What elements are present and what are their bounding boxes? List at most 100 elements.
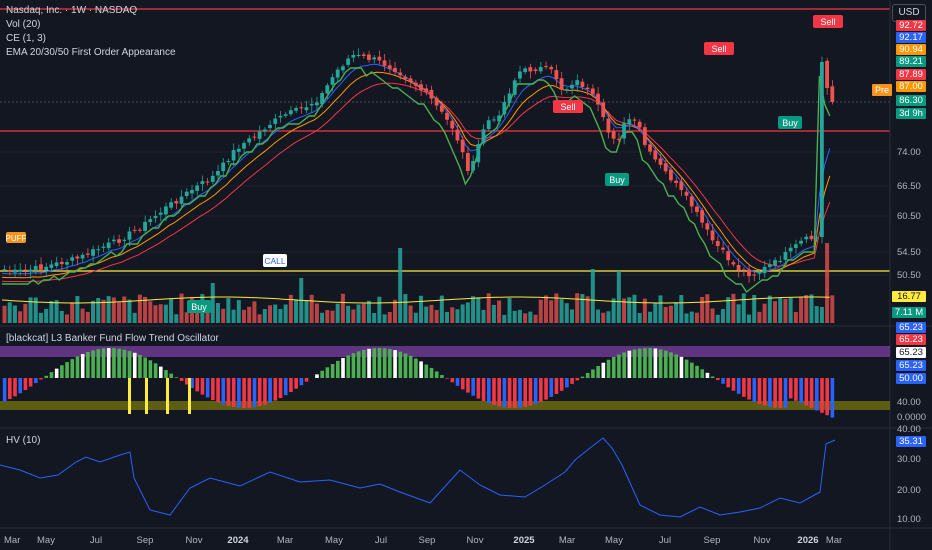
oscillator-bar — [372, 348, 377, 378]
oscillator-legend[interactable]: [blackcat] L3 Banker Fund Flow Trend Osc… — [6, 333, 219, 344]
candle-body — [367, 54, 371, 61]
ema-legend[interactable]: EMA 20/30/50 First Order Appearance — [6, 47, 176, 58]
price-badge: 3d 9h — [896, 108, 926, 119]
oscillator-marker — [128, 378, 131, 414]
volume-bar — [304, 300, 309, 323]
oscillator-marker — [145, 378, 148, 414]
volume-bar — [538, 299, 543, 323]
candle-body — [169, 202, 174, 208]
volume-bar — [773, 301, 778, 323]
volume-bar — [580, 294, 585, 323]
volume-bar — [268, 305, 273, 323]
candle-body — [143, 221, 147, 231]
volume-bar — [778, 297, 783, 323]
volume-bar — [111, 297, 116, 323]
candle-body — [190, 190, 194, 194]
volume-bar — [653, 303, 658, 323]
candle-body — [85, 253, 90, 255]
candle-body — [778, 261, 783, 263]
candle-body — [28, 269, 33, 272]
volume-bar — [346, 305, 351, 323]
oscillator-bar — [726, 378, 731, 388]
candle-body — [741, 269, 746, 271]
volume-bar — [455, 309, 460, 323]
oscillator-bar — [476, 378, 481, 399]
oscillator-bar — [13, 378, 17, 397]
candle-body — [158, 212, 163, 215]
candle-body — [715, 240, 720, 247]
hv-legend[interactable]: HV (10) — [6, 435, 41, 446]
oscillator-bar — [747, 378, 751, 400]
candle-body — [132, 229, 137, 231]
candle-body — [309, 103, 314, 106]
oscillator-bar — [179, 378, 184, 381]
candle-body — [648, 144, 652, 152]
candle-body — [257, 131, 262, 139]
candle-body — [450, 120, 455, 129]
oscillator-bar — [455, 378, 460, 386]
oscillator-bar — [403, 353, 408, 378]
candle-body — [819, 62, 824, 237]
volume-bar — [215, 303, 220, 323]
candle-body — [268, 124, 272, 129]
premarket-badge: Pre — [872, 84, 892, 96]
candle-body — [601, 102, 606, 118]
volume-bar — [101, 299, 106, 323]
oscillator-bar — [580, 376, 585, 378]
volume-bar — [325, 310, 330, 323]
candle-body — [273, 118, 278, 124]
volume-bar — [257, 314, 262, 323]
volume-bar — [273, 304, 278, 323]
candle-body — [127, 231, 132, 240]
oscillator-bar — [794, 378, 798, 401]
candle-body — [455, 129, 460, 141]
volume-bar — [799, 297, 804, 323]
candle-body — [533, 69, 538, 72]
oscillator-bar — [716, 378, 720, 381]
candle-body — [502, 102, 507, 115]
main-grid — [0, 151, 890, 276]
candle-body — [294, 108, 298, 111]
ce-legend[interactable]: CE (1, 3) — [6, 33, 47, 44]
volume-bar — [783, 298, 788, 323]
oscillator-bar — [112, 348, 116, 378]
oscillator-bar — [799, 378, 803, 404]
volume-bar — [49, 300, 54, 323]
volume-bar — [767, 295, 772, 323]
time-axis-label: Nov — [186, 535, 203, 546]
volume-bar — [674, 302, 679, 323]
oscillator-bar — [809, 378, 814, 408]
oscillator-bar — [518, 378, 522, 408]
volume-legend[interactable]: Vol (20) — [6, 19, 41, 30]
oscillator-bar — [565, 378, 569, 388]
oscillator-bar — [528, 378, 533, 406]
symbol-legend[interactable]: Nasdaq, Inc. · 1W · NASDAQ — [6, 5, 138, 16]
candle-body — [773, 260, 777, 266]
volume-bar — [117, 302, 122, 323]
candle-body — [825, 60, 829, 88]
candle-body — [507, 93, 512, 103]
oscillator-bar — [257, 378, 262, 407]
candle-body — [429, 89, 434, 99]
candle-body — [288, 110, 293, 115]
oscillator-bar — [70, 359, 75, 378]
candle-body — [408, 78, 413, 82]
candle-body — [372, 57, 377, 60]
candle-body — [153, 215, 158, 219]
candle-body — [195, 185, 200, 191]
oscillator-bar — [377, 348, 382, 378]
oscillator-bar — [247, 378, 252, 408]
oscillator-bar — [549, 378, 554, 397]
oscillator-marker — [188, 378, 191, 414]
oscillator-bar — [434, 371, 439, 378]
oscillator-bar — [320, 370, 324, 378]
time-axis-label: Nov — [467, 535, 484, 546]
oscillator-histogram — [2, 348, 835, 418]
candle-body — [179, 196, 184, 204]
oscillator-bar — [445, 378, 449, 379]
volume-bar — [70, 302, 75, 323]
volume-bar — [585, 296, 590, 323]
candle-body — [554, 70, 559, 80]
oscillator-bar — [351, 353, 356, 378]
